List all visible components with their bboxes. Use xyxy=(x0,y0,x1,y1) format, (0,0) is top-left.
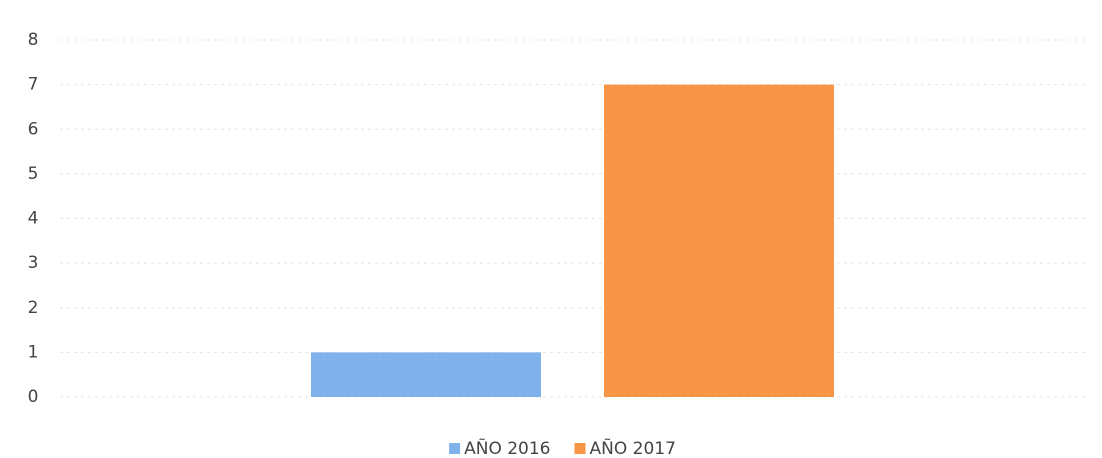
y-tick-label: 0 xyxy=(28,387,39,407)
y-tick-label: 3 xyxy=(28,253,39,273)
bar xyxy=(604,84,834,397)
y-tick-label: 5 xyxy=(28,164,39,184)
legend-swatch xyxy=(449,443,461,454)
y-tick-label: 1 xyxy=(28,342,39,362)
y-tick-label: 6 xyxy=(28,119,39,139)
y-tick-label: 8 xyxy=(28,30,39,50)
y-tick-label: 4 xyxy=(28,209,39,229)
legend-label: AÑO 2017 xyxy=(590,437,676,458)
legend-swatch xyxy=(574,443,586,454)
legend-label: AÑO 2016 xyxy=(464,437,550,458)
y-tick-label: 7 xyxy=(28,75,39,95)
bar xyxy=(311,352,541,397)
y-tick-label: 2 xyxy=(28,298,39,318)
